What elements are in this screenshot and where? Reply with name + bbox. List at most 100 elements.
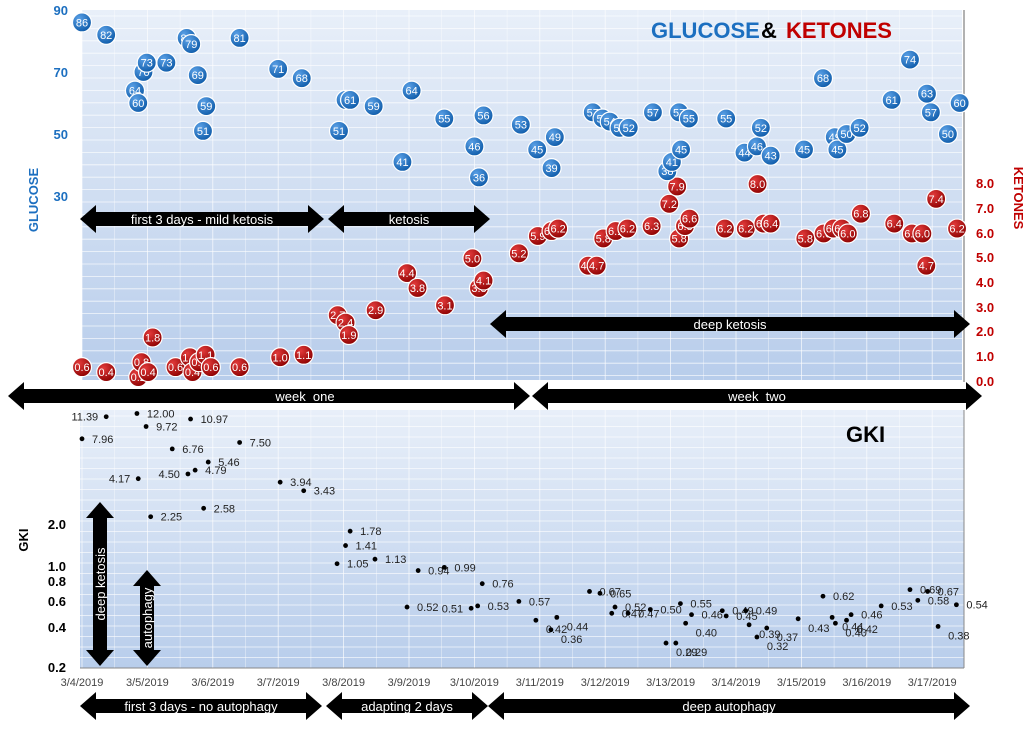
glucose-point-marker [670,139,692,160]
glucose-point-label: 41 [396,157,408,169]
ketone-point-marker [641,215,662,237]
gki-data-label: 0.44 [842,621,863,633]
ketone-point: 2.9 [365,300,386,321]
ketone-tick: 3.0 [976,300,994,315]
vertical-double-arrow-shape [133,570,161,666]
glucose-point-label: 71 [272,64,284,76]
glucose-point: 55 [434,108,455,129]
ketone-point-marker [96,362,117,383]
ketone-point-marker [548,218,569,239]
glucose-point-label: 60 [132,98,144,110]
glucose-point-marker [291,68,312,89]
gki-data-label: 0.43 [808,623,829,635]
gki-point [134,411,140,416]
ketone-point: 6.3 [641,215,662,237]
gki-point [548,627,554,633]
glucose-point-label: 55 [720,114,732,126]
glucose-point-marker [192,120,214,141]
ketone-point-label: 0.6 [232,362,247,374]
gki-series: 7.96 11.39 4.17 12.009.72 2.25 6.76 4.50 10.97 4… [71,409,987,660]
glucose-point: 55 [716,108,737,129]
gki-point [795,616,801,622]
gki-point [533,617,539,623]
glucose-point-marker [96,24,117,45]
gki-point [188,416,193,422]
gki-data-label: 0.62 [833,591,854,603]
ketone-point: 6.2 [714,218,735,239]
glucose-point: 45 [827,139,848,160]
glucose-point-label: 86 [76,17,88,29]
gki-data-label: 0.50 [660,604,681,616]
gki-data-label: 0.29 [686,647,707,659]
glucose-point: 68 [291,68,312,89]
glucose-point-marker [464,136,485,157]
ketone-point-marker [679,208,700,229]
gki-data-label: 6.76 [182,444,203,456]
glucose-point-label: 44 [738,148,750,160]
ketone-point: 4.7 [916,255,937,276]
week-arrow-two: week two [532,382,982,410]
ketone-point: 6.2 [735,218,756,239]
gki-data-label: 0.76 [492,579,513,591]
phase-arrow-deep-ketosis: deep ketosis [490,310,970,338]
glucose-point-marker [401,80,422,101]
ketone-point-marker [617,218,638,239]
gki-point [673,640,679,646]
ketone-point-label: 6.2 [550,224,565,236]
ketone-point-label: 0.6 [203,362,218,374]
chart-title-amp: & [761,18,777,43]
gki-data-label: 2.58 [214,503,235,515]
gki-data-label: 0.45 [736,611,757,623]
glucose-point: 57 [642,102,664,123]
gki-data-label: 12.00 [147,409,175,421]
ketone-point-label: 7.4 [928,194,943,206]
glucose-point-marker [544,127,565,148]
gki-point [554,614,560,620]
ketone-point-label: 3.8 [410,283,425,295]
gki-data-label: 0.42 [857,624,878,636]
glucose-point-marker [899,49,921,70]
ketone-point: 1.9 [338,324,359,346]
glucose-point-marker [716,108,737,129]
ketone-point-label: 0.6 [74,362,89,374]
ketone-point-label: 1.1 [296,350,311,362]
double-arrow-shape [328,205,490,233]
vertical-arrow-deep-ketosis: deep ketosis [86,502,114,666]
glucose-point-marker [618,117,639,138]
ketone-point-label: 1.8 [145,332,160,344]
ketone-point-marker [912,223,933,244]
gki-x-tick: 3/17/2019 [908,677,957,689]
glucose-tick: 50 [54,127,68,142]
glucose-point-label: 73 [160,58,172,70]
gki-x-tick: 3/14/2019 [712,677,761,689]
gki-x-tick: 3/15/2019 [777,677,826,689]
glucose-point-marker [793,139,815,160]
gki-data-label: 0.67 [938,586,959,598]
glucose-point: 73 [136,52,157,73]
gki-point [848,612,854,618]
glucose-point-label: 69 [192,70,204,82]
ketone-point-label: 8.0 [750,179,765,191]
gki-point [746,622,752,628]
ketone-tick: 6.0 [976,226,994,241]
week-arrow-one: week one [8,382,530,410]
glucose-point: 52 [849,117,870,138]
glucose-point: 43 [760,145,781,166]
glucose-tick: 70 [54,65,68,80]
ketone-point-label: 6.0 [840,229,855,241]
glucose-point-marker [128,92,149,114]
double-arrow-shape [490,310,970,338]
ketone-point-marker [434,295,456,316]
glucose-point-label: 61 [886,95,898,107]
gki-y-tick: 1.0 [48,559,66,574]
gki-chart: GKI GKI 2.0 1.0 0.8 0.6 0.4 0.2 3/4/2019… [16,409,988,720]
gki-axis-label: GKI [16,528,31,551]
gki-point [169,446,175,452]
gki-data-label: 0.51 [442,603,463,615]
ketone-point-marker [714,218,735,239]
vertical-double-arrow-shape [86,502,114,666]
ketone-point-marker [795,228,816,249]
ketone-point-marker [229,357,250,378]
glucose-point-marker [71,12,93,33]
